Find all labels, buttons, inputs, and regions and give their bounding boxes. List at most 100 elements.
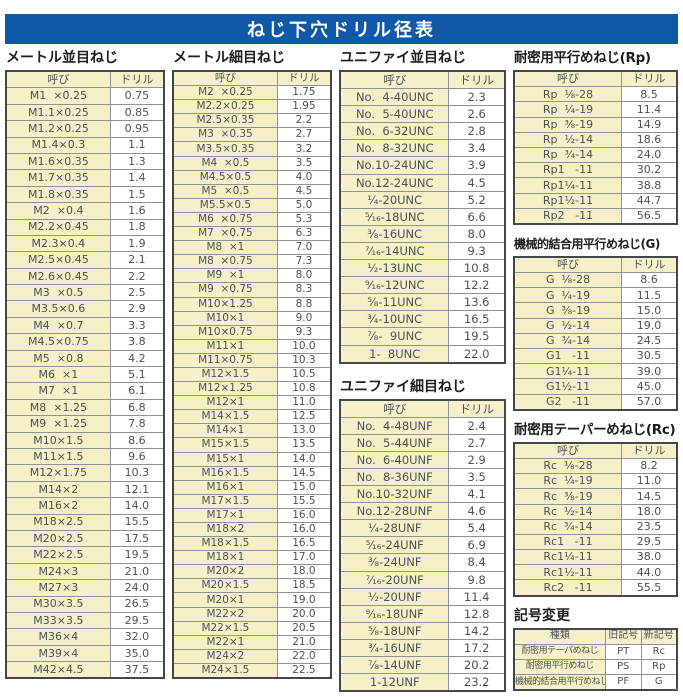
- value-cell: PT: [604, 643, 642, 661]
- value-cell: 14.5: [276, 465, 332, 481]
- table-row: M1.7×0.35 1.4: [5, 169, 165, 187]
- designation-cell: M4.5×0.75: [5, 333, 111, 351]
- designation-cell: No.12-24UNC: [339, 173, 450, 192]
- value-cell: 7.0: [276, 240, 332, 256]
- value-cell: 5.2: [448, 190, 506, 209]
- designation-cell: G1¹⁄₄-11: [513, 363, 623, 380]
- designation-cell: M22×1.5: [172, 620, 278, 636]
- value-cell: 1.6: [109, 202, 165, 220]
- designation-column-header: 呼び: [172, 70, 278, 87]
- value-cell: 17.2: [448, 638, 506, 658]
- table-row: M2 ×0.4 1.6: [5, 202, 165, 220]
- value-cell: 14.9: [621, 116, 678, 133]
- drill-column-header: ドリル: [621, 442, 678, 459]
- table-row: M6 ×0.75 5.3: [172, 211, 332, 228]
- table-row: No. 8-36UNF 3.5: [339, 467, 506, 487]
- table-row: ³⁄₄-16UNF 17.2: [339, 638, 506, 658]
- table-row: M7 ×1 6.1: [5, 382, 165, 400]
- value-cell: 2.7: [448, 433, 506, 452]
- table-row: M16×1.5 14.5: [172, 465, 332, 481]
- table-row: M5 ×0.8 4.2: [5, 349, 165, 368]
- designation-cell: No.10-32UNF: [339, 485, 450, 504]
- value-cell: 18.6: [621, 131, 678, 148]
- value-cell: 16.0: [276, 521, 332, 538]
- value-cell: 13.0: [276, 423, 332, 439]
- designation-cell: M20×1: [172, 592, 278, 608]
- designation-cell: M16×1.5: [172, 465, 278, 481]
- value-cell: 3.8: [109, 333, 165, 351]
- table-row: No.10-32UNF 4.1: [339, 485, 506, 504]
- value-cell: 9.3: [276, 324, 332, 340]
- designation-cell: M20×2.5: [5, 529, 111, 548]
- value-cell: 20.5: [276, 620, 332, 636]
- designation-cell: M1.2×0.25: [5, 120, 111, 138]
- designation-column-header: 呼び: [5, 70, 111, 89]
- table-row: No. 4-40UNC 2.3: [339, 88, 506, 107]
- table-row: M1.2×0.25 0.95: [5, 120, 165, 138]
- value-cell: 10.3: [109, 464, 165, 482]
- table-row: M18×2.5 15.5: [5, 513, 165, 531]
- value-cell: 16.5: [276, 536, 332, 552]
- designation-cell: M11×1.5: [5, 447, 111, 466]
- value-cell: 19.5: [109, 546, 165, 564]
- table-row: Rp ³⁄₈-19 14.9: [513, 116, 678, 133]
- designation-cell: 耐密用テーパめねじ: [513, 643, 606, 661]
- table-row: M22×1 21.0: [172, 634, 332, 650]
- designation-cell: Rp2 -11: [513, 207, 623, 225]
- value-cell: 1.1: [109, 136, 165, 154]
- section-metric-coarse: メートル並目ねじ 呼び ドリル M1 ×0.25 0.75 M1.1×0.25 0.8…: [5, 50, 166, 680]
- header-row: 呼び ドリル: [513, 256, 678, 274]
- value-cell: 6.6: [448, 207, 506, 226]
- designation-cell: ³⁄₄-16UNF: [339, 638, 450, 658]
- designation-cell: ⁷⁄₁₆-14UNC: [339, 241, 450, 261]
- table-row: No. 6-32UNC 2.8: [339, 122, 506, 141]
- designation-cell: M8 ×1.25: [5, 398, 111, 417]
- designation-cell: M2.5×0.45: [5, 251, 111, 269]
- table-row: ⁷⁄₈-14UNF 20.2: [339, 655, 506, 675]
- table-row: No.10-24UNC 3.9: [339, 156, 506, 175]
- header-row: 呼び ドリル: [513, 442, 678, 459]
- table-row: 耐密用テーパめねじ PT Rc: [513, 643, 678, 661]
- table-row: G2 -11 57.0: [513, 393, 678, 411]
- table-row: M24×2 22.0: [172, 648, 332, 664]
- designation-cell: M15×1.5: [172, 437, 278, 453]
- designation-cell: M1.6×0.35: [5, 152, 111, 171]
- symbol-change-table: 種類 旧記号 新記号 耐密用テーパめねじ PT Rc 耐密用平行めねじ PS Rp 機械的結…: [513, 627, 678, 692]
- unified-fine-table: 呼び ドリル No. 4-48UNF 2.4 No. 5-44UNF 2.7 No. 6…: [339, 398, 506, 693]
- designation-cell: ³⁄₄-10UNC: [339, 310, 450, 329]
- designation-cell: M16×1: [172, 479, 278, 495]
- value-cell: 26.5: [109, 595, 165, 613]
- designation-cell: M15×1: [172, 451, 278, 467]
- table-row: Rp ¹⁄₈-28 8.5: [513, 86, 678, 103]
- designation-cell: Rc1¹⁄₂-11: [513, 564, 623, 581]
- designation-cell: Rp1¹⁄₂-11: [513, 192, 623, 209]
- designation-cell: G ³⁄₈-19: [513, 302, 623, 319]
- value-cell: 37.5: [109, 661, 165, 679]
- designation-cell: M1 ×0.25: [5, 87, 111, 105]
- table-row: Rp ³⁄₄-14 24.0: [513, 146, 678, 164]
- value-cell: 38.8: [621, 177, 678, 194]
- value-cell: 10.0: [276, 338, 332, 354]
- table-row: ³⁄₄-10UNC 16.5: [339, 310, 506, 329]
- designation-cell: Rp1¹⁄₄-11: [513, 177, 623, 194]
- designation-cell: M24×1.5: [172, 662, 278, 679]
- designation-cell: M27×3: [5, 579, 111, 597]
- value-cell: 2.9: [109, 300, 165, 318]
- header-row: 呼び ドリル: [513, 70, 678, 88]
- value-cell: 2.5: [109, 284, 165, 302]
- table-row: M18×1.5 16.5: [172, 536, 332, 552]
- value-cell: 4.0: [276, 169, 332, 185]
- designation-cell: Rp1 -11: [513, 162, 623, 179]
- table-row: No.12-28UNF 4.6: [339, 502, 506, 521]
- designation-cell: M42×4.5: [5, 661, 111, 679]
- value-cell: 15.0: [621, 302, 678, 319]
- table-row: M18×1 17.0: [172, 550, 332, 566]
- designation-cell: ⁷⁄₈- 9UNC: [339, 327, 450, 346]
- designation-cell: M10×1.5: [5, 431, 111, 449]
- value-cell: 0.75: [109, 87, 165, 105]
- designation-cell: M18×2.5: [5, 513, 111, 531]
- designation-cell: M24×2: [172, 648, 278, 664]
- value-cell: 44.7: [621, 192, 678, 209]
- table-row: ⁵⁄₈-18UNF 14.2: [339, 621, 506, 640]
- designation-cell: ⁹⁄₁₆-12UNC: [339, 276, 450, 295]
